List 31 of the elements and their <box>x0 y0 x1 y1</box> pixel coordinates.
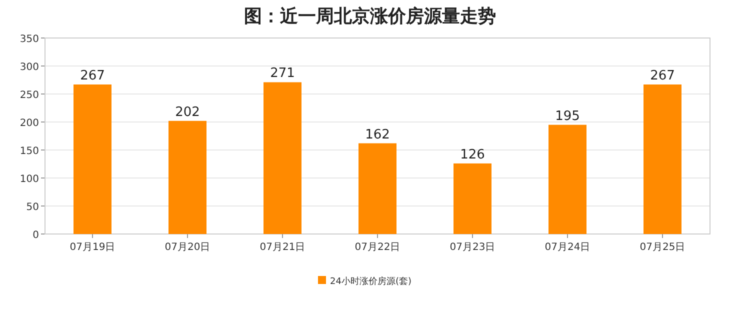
y-tick-label: 250 <box>20 90 39 101</box>
y-tick-label: 350 <box>20 34 39 45</box>
data-label: 271 <box>270 66 295 82</box>
x-tick-label: 07月20日 <box>164 242 210 253</box>
x-tick-label: 07月22日 <box>354 242 400 253</box>
data-label: 202 <box>175 104 200 120</box>
bar <box>358 143 396 234</box>
x-tick-label: 07月25日 <box>640 242 686 253</box>
data-label: 195 <box>555 108 580 124</box>
bar <box>264 82 302 234</box>
chart-title: 图：近一周北京涨价房源量走势 <box>244 6 496 27</box>
bar <box>644 84 682 234</box>
y-tick-label: 150 <box>20 146 39 157</box>
x-tick-label: 07月24日 <box>544 242 590 253</box>
y-tick-label: 300 <box>20 62 39 73</box>
legend-label: 24小时涨价房源(套) <box>330 276 412 287</box>
data-label: 126 <box>460 147 485 162</box>
y-tick-label: 200 <box>20 118 39 129</box>
y-tick-label: 0 <box>32 230 39 241</box>
bar <box>548 124 586 234</box>
data-label: 267 <box>650 68 675 84</box>
data-label: 267 <box>80 68 105 84</box>
x-tick-label: 07月23日 <box>450 242 496 253</box>
x-tick-label: 07月19日 <box>70 242 116 253</box>
bar <box>454 163 492 234</box>
bar <box>74 84 112 234</box>
x-tick-label: 07月21日 <box>260 242 306 253</box>
bar <box>168 120 206 234</box>
data-label: 162 <box>365 127 390 142</box>
y-tick-label: 50 <box>26 202 39 213</box>
y-tick-label: 100 <box>20 174 39 185</box>
